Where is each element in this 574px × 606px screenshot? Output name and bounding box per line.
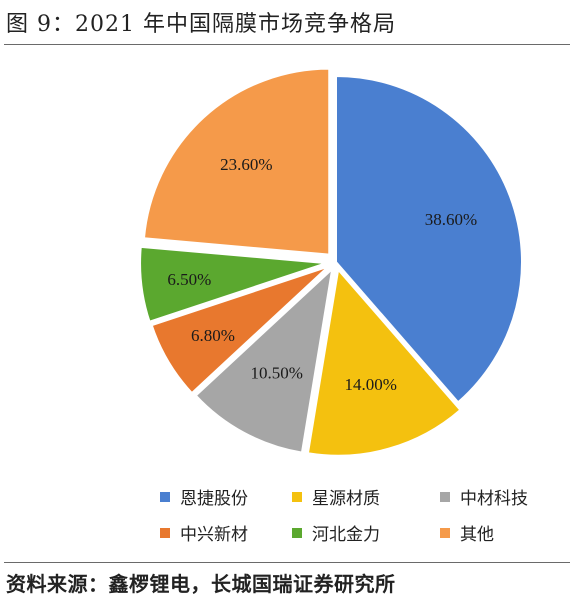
legend-swatch	[160, 527, 170, 538]
slice-data-label-4: 6.80%	[191, 326, 235, 345]
pie-slice-3	[194, 266, 334, 454]
pie-slice-4	[150, 265, 329, 395]
pie-slice-5	[139, 245, 327, 324]
legend-swatch	[440, 527, 450, 538]
slice-data-label-2: 14.00%	[344, 375, 396, 394]
pie-slices	[139, 67, 523, 457]
legend-swatch	[292, 491, 302, 502]
chart-legend: 恩捷股份 星源材质 中材科技中兴新材 河北金力 其他	[0, 470, 574, 556]
legend-label: 星源材质	[312, 489, 380, 509]
legend-item-4: 中兴新材	[160, 520, 248, 545]
legend-item-6: 其他	[440, 520, 494, 545]
source-divider	[4, 562, 570, 563]
pie-slice-6	[142, 67, 331, 256]
legend-label: 河北金力	[312, 525, 380, 545]
figure-title: 图 9：2021 年中国隔膜市场竞争格局	[6, 12, 396, 37]
legend-label: 其他	[460, 525, 494, 545]
slice-data-label-5: 6.50%	[167, 270, 211, 289]
legend-label: 恩捷股份	[180, 489, 248, 509]
legend-label: 中兴新材	[180, 525, 248, 545]
legend-swatch	[440, 491, 450, 502]
slice-data-label-6: 23.60%	[220, 155, 272, 174]
pie-data-labels: 38.60% 14.00% 10.50% 6.80% 6.50% 23.60%	[167, 155, 477, 394]
legend-swatch	[160, 491, 170, 502]
legend-swatch	[292, 527, 302, 538]
legend-item-3: 中材科技	[440, 484, 528, 509]
slice-data-label-3: 10.50%	[251, 363, 303, 382]
pie-slice-1	[335, 74, 523, 404]
legend-item-5: 河北金力	[292, 520, 380, 545]
pie-slice-2	[306, 267, 462, 457]
slice-data-label-1: 38.60%	[425, 210, 477, 229]
legend-item-2: 星源材质	[292, 484, 380, 509]
pie-chart: 38.60% 14.00% 10.50% 6.80% 6.50% 23.60%	[139, 67, 523, 457]
title-divider	[4, 44, 570, 45]
source-note: 资料来源：鑫椤锂电，长城国瑞证券研究所	[6, 572, 396, 596]
legend-label: 中材科技	[460, 489, 528, 509]
legend-item-1: 恩捷股份	[160, 484, 248, 509]
